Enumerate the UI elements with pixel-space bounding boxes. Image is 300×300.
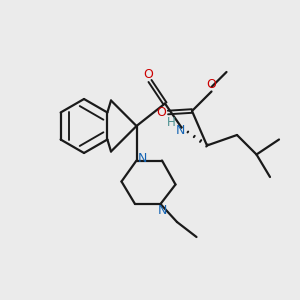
Text: N: N <box>138 152 147 166</box>
Text: N: N <box>157 203 167 217</box>
Text: O: O <box>157 106 166 119</box>
Text: O: O <box>207 78 216 92</box>
Text: H: H <box>167 116 176 130</box>
Text: O: O <box>144 68 153 81</box>
Text: N: N <box>175 124 185 137</box>
